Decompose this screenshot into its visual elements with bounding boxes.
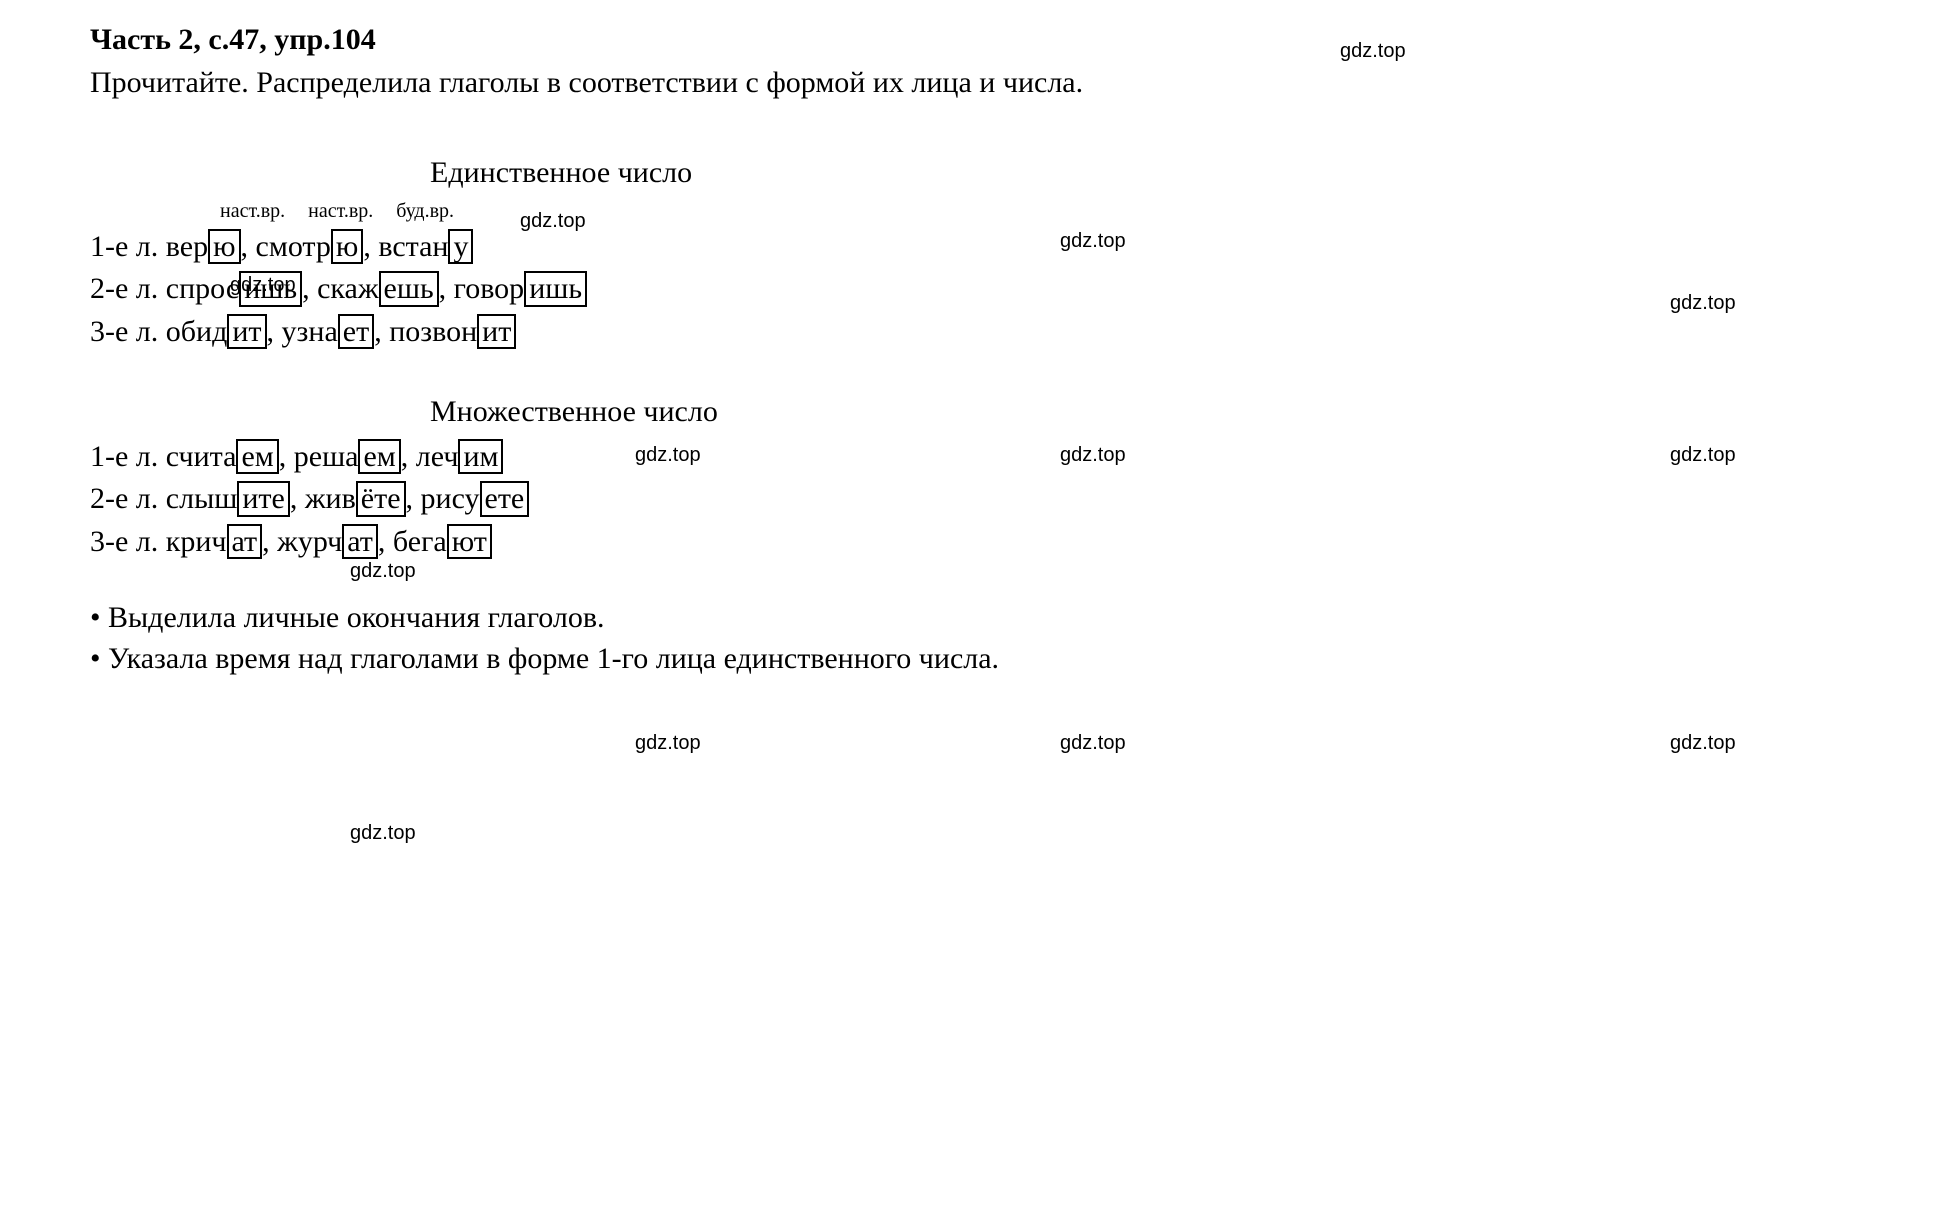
verb-stem: леч: [416, 440, 459, 473]
verb-ending-box: ишь: [524, 271, 587, 307]
verb-row: 2-е л. слышите, живёте, рисуете: [90, 479, 1860, 520]
watermark: gdz.top: [350, 820, 416, 847]
verb-ending-box: им: [458, 439, 503, 475]
verb-stem: жив: [305, 482, 356, 515]
separator: ,: [279, 440, 294, 473]
verb-ending-box: ат: [227, 524, 263, 560]
verb-ending-box: ешь: [379, 271, 439, 307]
verb-ending-box: ите: [237, 481, 289, 517]
verb-ending-box: ем: [358, 439, 400, 475]
verb-stem: обид: [166, 315, 228, 348]
verb-stem: счита: [166, 440, 237, 473]
verb-row: 1-е л. верю, смотрю, встану: [90, 227, 1860, 268]
verb-ending-box: ат: [342, 524, 378, 560]
section2-heading: Множественное число: [430, 392, 1860, 433]
verb-row: 2-е л. спросишь, скажешь, говоришь: [90, 269, 1860, 310]
section1-heading: Единственное число: [430, 153, 1860, 194]
bullet-item: Указала время над глаголами в форме 1-го…: [90, 639, 1860, 680]
tense-annotations: наст.вр. наст.вр. буд.вр.: [90, 198, 1860, 225]
separator: ,: [267, 315, 282, 348]
verb-stem: смотр: [256, 230, 331, 263]
separator: ,: [406, 482, 421, 515]
tense-label: наст.вр.: [308, 198, 373, 225]
separator: ,: [363, 230, 378, 263]
verb-stem: рису: [421, 482, 480, 515]
verb-ending-box: ют: [447, 524, 492, 560]
verb-stem: журч: [277, 525, 342, 558]
verb-stem: встан: [378, 230, 448, 263]
person-label: 3-е л.: [90, 315, 166, 348]
footnotes: Выделила личные окончания глаголов. Указ…: [90, 598, 1860, 679]
separator: ,: [378, 525, 393, 558]
verb-stem: спрос: [166, 272, 239, 305]
verb-stem: вер: [166, 230, 208, 263]
section1-rows: 1-е л. верю, смотрю, встану2-е л. спроси…: [90, 227, 1860, 353]
bullet-item: Выделила личные окончания глаголов.: [90, 598, 1860, 639]
verb-stem: говор: [454, 272, 525, 305]
verb-ending-box: ишь: [239, 271, 302, 307]
verb-ending-box: ю: [331, 229, 363, 265]
verb-ending-box: у: [448, 229, 473, 265]
verb-ending-box: ит: [227, 314, 266, 350]
tense-label: буд.вр.: [396, 198, 454, 225]
separator: ,: [401, 440, 416, 473]
separator: ,: [290, 482, 305, 515]
verb-stem: слыш: [166, 482, 238, 515]
intro-text: Прочитайте. Распределила глаголы в соотв…: [90, 63, 1860, 104]
person-label: 2-е л.: [90, 272, 166, 305]
person-label: 3-е л.: [90, 525, 166, 558]
verb-ending-box: ете: [480, 481, 530, 517]
verb-row: 3-е л. кричат, журчат, бегают: [90, 522, 1860, 563]
verb-stem: реша: [294, 440, 359, 473]
person-label: 2-е л.: [90, 482, 166, 515]
verb-stem: крич: [166, 525, 227, 558]
verb-row: 3-е л. обидит, узнает, позвонит: [90, 312, 1860, 353]
watermark: gdz.top: [1060, 730, 1126, 757]
verb-ending-box: ет: [338, 314, 374, 350]
verb-stem: скаж: [317, 272, 378, 305]
separator: ,: [439, 272, 454, 305]
verb-ending-box: ю: [208, 229, 240, 265]
separator: ,: [262, 525, 277, 558]
verb-ending-box: ёте: [356, 481, 406, 517]
tense-label: наст.вр.: [220, 198, 285, 225]
separator: ,: [241, 230, 256, 263]
verb-stem: узна: [282, 315, 338, 348]
watermark: gdz.top: [1670, 730, 1736, 757]
page-title: Часть 2, с.47, упр.104: [90, 20, 1860, 61]
verb-stem: позвон: [389, 315, 477, 348]
watermark: gdz.top: [350, 558, 416, 585]
verb-stem: бега: [393, 525, 447, 558]
separator: ,: [302, 272, 317, 305]
verb-ending-box: ит: [477, 314, 516, 350]
separator: ,: [374, 315, 389, 348]
verb-ending-box: ем: [236, 439, 278, 475]
verb-row: 1-е л. считаем, решаем, лечим: [90, 437, 1860, 478]
person-label: 1-е л.: [90, 440, 166, 473]
person-label: 1-е л.: [90, 230, 166, 263]
section2-rows: 1-е л. считаем, решаем, лечим2-е л. слыш…: [90, 437, 1860, 563]
watermark: gdz.top: [635, 730, 701, 757]
